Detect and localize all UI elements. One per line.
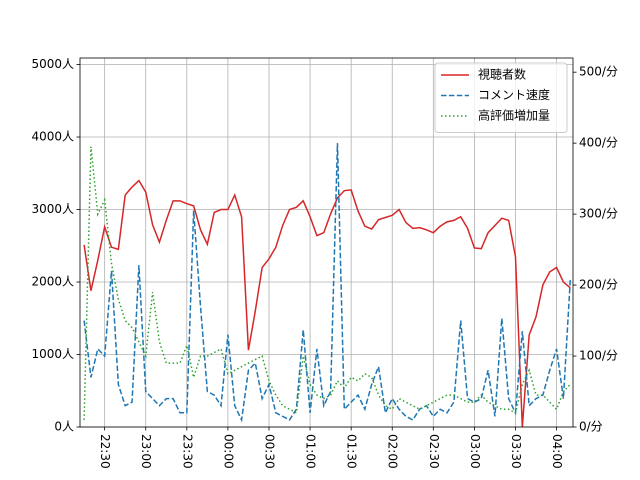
x-tick-label: 03:30: [509, 434, 523, 469]
y-tick-label: 4000人: [31, 130, 74, 144]
series-line: [83, 179, 571, 428]
x-tick-label: 01:30: [345, 434, 359, 469]
y2-tick-label: 500/分: [579, 65, 618, 79]
y-tick-label: 0人: [54, 420, 74, 434]
plot-frame: [79, 57, 574, 428]
y2-tick-label: 300/分: [579, 207, 618, 221]
y-tick-label: 3000人: [31, 202, 74, 216]
x-tick-label: 00:00: [221, 434, 235, 469]
y-tick-label: 2000人: [31, 275, 74, 289]
x-tick-label: 00:30: [262, 434, 276, 469]
x-tick-label: 03:00: [468, 434, 482, 469]
x-tick-label: 01:00: [304, 434, 318, 469]
y2-tick-label: 0/分: [579, 420, 603, 434]
y-tick-label: 5000人: [31, 57, 74, 71]
x-tick-label: 04:00: [550, 434, 564, 469]
x-tick-label: 02:30: [427, 434, 441, 469]
x-tick-label: 22:30: [98, 434, 112, 469]
legend-label: コメント速度: [478, 87, 550, 102]
x-tick-label: 23:30: [180, 434, 194, 469]
legend-label: 高評価増加量: [478, 108, 550, 123]
y-tick-label: 1000人: [31, 347, 74, 361]
series-line: [83, 143, 572, 423]
y2-tick-label: 200/分: [579, 278, 618, 292]
legend-box: [434, 62, 568, 133]
y2-tick-label: 400/分: [579, 136, 618, 150]
y2-tick-label: 100/分: [579, 349, 618, 363]
series-line: [83, 146, 571, 420]
x-tick-label: 02:00: [386, 434, 400, 469]
x-tick-label: 23:00: [139, 434, 153, 469]
legend-label: 視聴者数: [478, 67, 526, 82]
